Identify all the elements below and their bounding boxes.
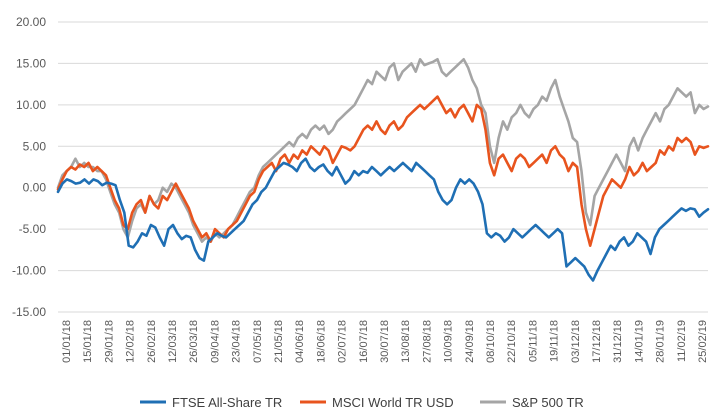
x-tick-label: 14/01/19	[633, 320, 645, 363]
series-line-0	[56, 157, 710, 282]
x-tick-label: 28/01/19	[655, 320, 667, 363]
x-tick-label: 09/04/18	[209, 320, 221, 363]
y-tick-label: 0.00	[23, 181, 47, 195]
x-tick-label: 13/08/18	[400, 320, 412, 363]
x-tick-label: 15/01/18	[82, 320, 94, 363]
x-tick-label: 10/09/18	[443, 320, 455, 363]
x-tick-label: 12/02/18	[125, 320, 137, 363]
x-tick-label: 26/03/18	[188, 320, 200, 363]
legend-label: FTSE All-Share TR	[172, 395, 282, 410]
x-tick-label: 29/01/18	[103, 320, 115, 363]
x-tick-label: 11/02/19	[676, 320, 688, 362]
y-tick-label: 10.00	[16, 98, 46, 112]
y-tick-label: 5.00	[23, 139, 47, 153]
x-tick-label: 22/10/18	[506, 320, 518, 363]
x-tick-label: 16/07/18	[358, 320, 370, 363]
legend: FTSE All-Share TR MSCI World TR USD S&P 50…	[140, 395, 584, 410]
x-tick-label: 17/12/18	[591, 320, 603, 363]
x-tick-label: 04/06/18	[294, 320, 306, 363]
y-tick-label: -15.00	[12, 305, 46, 319]
y-tick-label: 15.00	[16, 56, 46, 70]
x-tick-label: 05/11/18	[527, 320, 539, 362]
y-tick-label: 20.00	[16, 15, 46, 29]
y-axis: 20.00 15.00 10.00 5.00 0.00 -5.00 -10.00 -15.00	[12, 15, 46, 319]
x-tick-label: 18/06/18	[315, 320, 327, 363]
x-tick-label: 02/07/18	[337, 320, 349, 363]
gridlines	[58, 21, 708, 313]
x-tick-label: 01/01/18	[61, 320, 73, 363]
x-axis: 01/01/18 15/01/18 29/01/18 12/02/18 26/02/18…	[61, 320, 709, 363]
x-tick-label: 25/02/19	[697, 320, 709, 363]
x-tick-label: 24/09/18	[464, 320, 476, 363]
series-line-2	[56, 57, 710, 243]
x-tick-label: 03/12/18	[570, 320, 582, 363]
y-tick-label: -5.00	[19, 222, 47, 236]
x-tick-label: 19/11/18	[549, 320, 561, 362]
x-tick-label: 31/12/18	[612, 320, 624, 363]
x-tick-label: 30/07/18	[379, 320, 391, 363]
x-tick-label: 08/10/18	[485, 320, 497, 363]
legend-label: S&P 500 TR	[512, 395, 584, 410]
x-tick-label: 23/04/18	[231, 320, 243, 363]
x-tick-label: 07/05/18	[252, 320, 264, 363]
series-line-1	[56, 95, 710, 247]
series-lines	[56, 57, 710, 282]
x-tick-label: 21/05/18	[273, 320, 285, 363]
y-tick-label: -10.00	[12, 264, 46, 278]
x-tick-label: 26/02/18	[146, 320, 158, 363]
x-tick-label: 27/08/18	[421, 320, 433, 363]
legend-label: MSCI World TR USD	[332, 395, 454, 410]
x-tick-label: 12/03/18	[167, 320, 179, 363]
